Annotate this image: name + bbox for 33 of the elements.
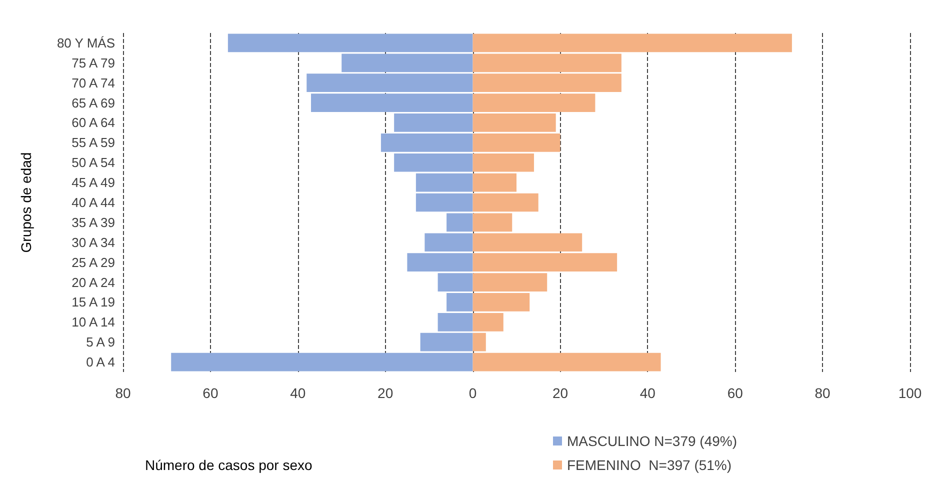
y-tick-label: 30 A 34 [72,234,115,250]
x-tick-label: 40 [290,385,306,401]
y-tick-label: 40 A 44 [72,195,115,210]
legend-label: FEMENINO N=397 (51%) [566,457,732,473]
bar [472,193,538,212]
x-tick-label: 80 [814,385,831,401]
x-tick-label: 20 [378,385,394,401]
y-tick-label: 55 A 59 [72,135,115,150]
y-tick-label: 10 A 14 [72,314,115,330]
x-tick-label: 100 [898,385,922,401]
y-tick-label: 75 A 79 [72,55,115,70]
y-tick-label: 5 A 9 [86,334,115,350]
x-tick-label: 40 [640,385,656,401]
legend-label: MASCULINO N=379 (49%) [566,433,738,449]
y-tick-label: 65 A 69 [72,95,115,110]
y-tick-label: 0 A 4 [86,354,115,370]
y-tick-label: 45 A 49 [72,175,115,190]
y-tick-label: 15 A 19 [72,294,115,310]
bar [416,193,473,212]
x-tick-label: 80 [115,385,131,401]
y-tick-label: 70 A 74 [72,75,115,90]
y-axis-title: Grupos de edad [18,152,34,253]
y-tick-label: 50 A 54 [72,155,115,170]
x-tick-label: 20 [552,385,568,401]
y-tick-label: 20 A 24 [72,274,115,290]
x-tick-label: 0 [468,385,477,401]
y-tick-label: 60 A 64 [72,115,115,130]
x-tick-label: 60 [727,385,744,401]
x-axis-title: Número de casos por sexo [145,457,313,473]
x-tick-label: 60 [202,385,218,401]
y-tick-label: 35 A 39 [72,214,115,230]
y-tick-label: 80 Y MÁS [56,35,116,50]
y-tick-label: 25 A 29 [72,254,115,270]
